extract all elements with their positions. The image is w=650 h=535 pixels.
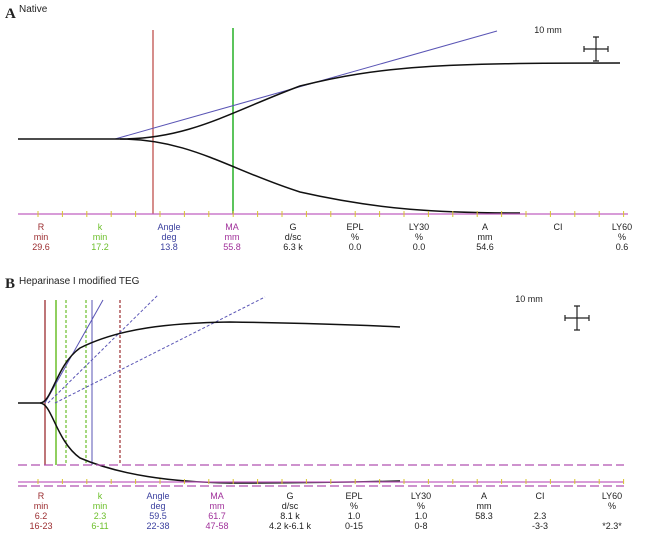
param-name: G xyxy=(286,491,293,501)
param-name: R xyxy=(38,491,45,501)
param-range: 0-8 xyxy=(414,521,427,531)
param-range: 6-11 xyxy=(91,521,108,531)
param-range: 16-23 xyxy=(29,521,52,531)
param-value: 2.3 xyxy=(94,511,107,521)
param-name: k xyxy=(98,222,103,232)
param-value: 0.0 xyxy=(349,242,362,252)
param-range: 47-58 xyxy=(205,521,228,531)
param-name: LY60 xyxy=(602,491,622,501)
trace-upper xyxy=(119,62,621,140)
panel-b-title: Heparinase I modified TEG xyxy=(19,276,140,287)
param-value: 1.0 xyxy=(415,511,428,521)
param-value: 29.6 xyxy=(32,242,50,252)
param-unit: min xyxy=(34,501,49,511)
trace-lower xyxy=(119,138,521,214)
teg-tracing-native: 10 mmRmin29.6kmin17.2Angledeg13.8MAmm55.… xyxy=(18,25,632,252)
param-unit: % xyxy=(351,232,359,242)
trace-upper xyxy=(39,321,401,404)
param-value: 6.2 xyxy=(35,511,48,521)
crosshair-icon xyxy=(564,305,590,331)
angle-ref-low-line xyxy=(47,294,159,404)
param-value: 58.3 xyxy=(475,511,493,521)
param-value: 61.7 xyxy=(208,511,226,521)
angle-tangent-line xyxy=(44,299,104,404)
param-name: k xyxy=(98,491,103,501)
param-unit: mm xyxy=(210,501,225,511)
param-unit: min xyxy=(93,232,108,242)
param-value: 6.3 k xyxy=(283,242,303,252)
param-range: 4.2 k-6.1 k xyxy=(269,521,312,531)
param-range: *2.3* xyxy=(602,521,622,531)
param-name: EPL xyxy=(345,491,362,501)
param-value: 13.8 xyxy=(160,242,178,252)
param-unit: % xyxy=(417,501,425,511)
param-range: 22-38 xyxy=(146,521,169,531)
scale-label: 10 mm xyxy=(515,294,543,304)
trace-lower xyxy=(39,402,401,484)
param-range: 0-15 xyxy=(345,521,363,531)
param-unit: mm xyxy=(477,501,492,511)
param-unit: deg xyxy=(150,501,165,511)
param-unit: % xyxy=(415,232,423,242)
param-value: 0.0 xyxy=(413,242,426,252)
param-unit: % xyxy=(608,501,616,511)
param-unit: mm xyxy=(225,232,240,242)
param-unit: d/sc xyxy=(282,501,299,511)
panel-letter-a: A xyxy=(5,6,16,22)
param-range: -3-3 xyxy=(532,521,548,531)
param-unit: % xyxy=(618,232,626,242)
param-name: CI xyxy=(536,491,545,501)
param-name: Angle xyxy=(157,222,180,232)
param-unit: mm xyxy=(478,232,493,242)
param-value: 55.8 xyxy=(223,242,241,252)
param-name: LY30 xyxy=(411,491,431,501)
param-name: LY60 xyxy=(612,222,632,232)
param-name: EPL xyxy=(346,222,363,232)
param-unit: deg xyxy=(161,232,176,242)
param-value: 54.6 xyxy=(476,242,494,252)
param-value: 59.5 xyxy=(149,511,167,521)
param-value: 1.0 xyxy=(348,511,361,521)
param-name: MA xyxy=(210,491,224,501)
param-unit: min xyxy=(93,501,108,511)
param-name: MA xyxy=(225,222,239,232)
param-unit: % xyxy=(350,501,358,511)
param-unit: min xyxy=(34,232,49,242)
panel-a-title: Native xyxy=(19,4,48,15)
teg-tracing-heparinase: 10 mmRmin6.216-23kmin2.36-11Angledeg59.5… xyxy=(18,294,625,531)
param-name: CI xyxy=(554,222,563,232)
param-value: 2.3 xyxy=(534,511,547,521)
param-value: 8.1 k xyxy=(280,511,300,521)
param-name: A xyxy=(482,222,488,232)
scale-label: 10 mm xyxy=(534,25,562,35)
angle-ref-high-line xyxy=(54,296,266,404)
crosshair-icon xyxy=(583,36,609,62)
param-name: R xyxy=(38,222,45,232)
param-value: 17.2 xyxy=(91,242,109,252)
param-name: G xyxy=(289,222,296,232)
param-name: A xyxy=(481,491,487,501)
param-unit: d/sc xyxy=(285,232,302,242)
param-name: Angle xyxy=(146,491,169,501)
param-value: 0.6 xyxy=(616,242,629,252)
panel-letter-b: B xyxy=(5,276,16,292)
param-name: LY30 xyxy=(409,222,429,232)
